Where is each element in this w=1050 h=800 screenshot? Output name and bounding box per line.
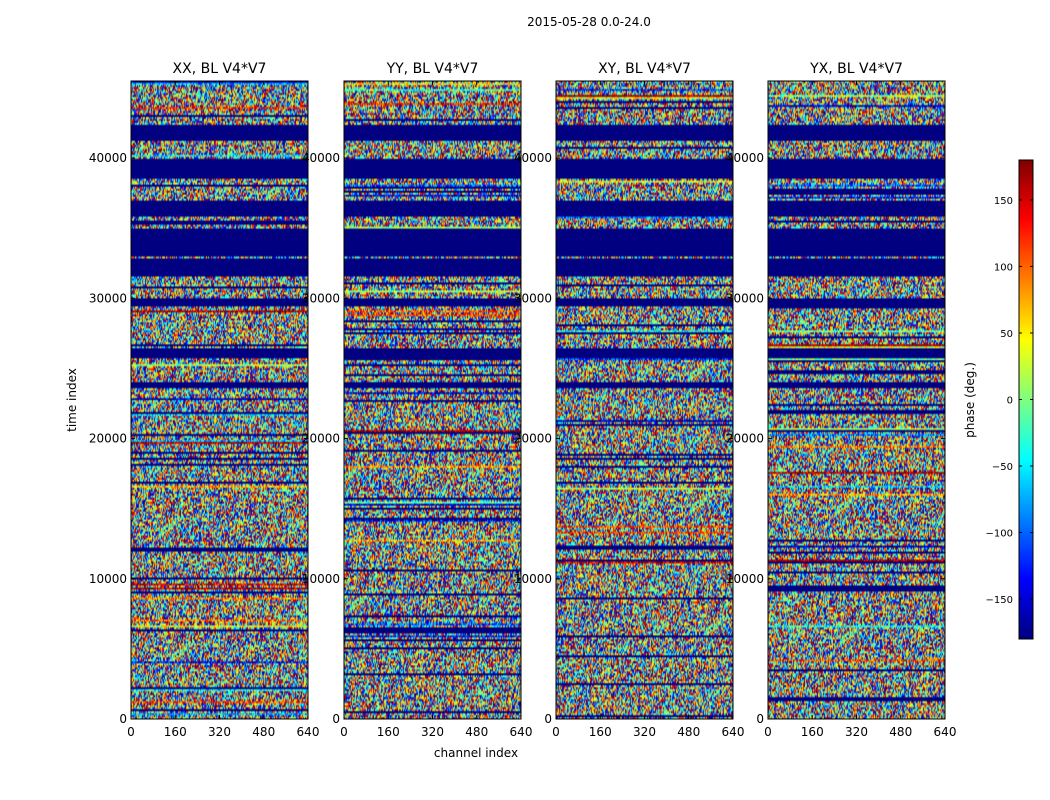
y-tick-label: 20000 — [302, 432, 340, 446]
x-tick-label: 640 — [722, 725, 745, 739]
panel-title: XX, BL V4*V7 — [173, 61, 267, 77]
colorbar-label: phase (deg.) — [963, 362, 977, 438]
colorbar-tick-label: 50 — [1000, 329, 1013, 340]
y-tick-label: 20000 — [726, 432, 764, 446]
x-tick-label: 160 — [377, 725, 400, 739]
panel-title: YY, BL V4*V7 — [386, 61, 479, 77]
y-tick-label: 20000 — [514, 432, 552, 446]
x-tick-label: 0 — [764, 725, 772, 739]
panels-group: XX, BL V4*V7 0 160 320 480 640 0 10000 20000 3000… — [89, 61, 957, 739]
colorbar-tick-label: 150 — [994, 196, 1013, 207]
y-tick-label: 40000 — [89, 151, 127, 165]
y-tick-label: 10000 — [89, 572, 127, 586]
y-tick-label: 40000 — [514, 151, 552, 165]
x-tick-label: 480 — [252, 725, 275, 739]
y-tick-label: 10000 — [514, 572, 552, 586]
colorbar-tick-label: 0 — [1007, 396, 1013, 407]
y-tick-label: 0 — [756, 712, 764, 726]
y-tick-label: 30000 — [514, 291, 552, 305]
x-tick-label: 320 — [633, 725, 656, 739]
y-tick-label: 0 — [332, 712, 340, 726]
panel-3: XY, BL V4*V7 0 160 320 480 640 0 10000 20000 3000… — [514, 61, 745, 739]
x-tick-label: 160 — [801, 725, 824, 739]
x-tick-label: 160 — [589, 725, 612, 739]
colorbar-tick-label: −100 — [986, 529, 1013, 540]
x-tick-label: 640 — [510, 725, 533, 739]
x-tick-label: 640 — [297, 725, 320, 739]
x-tick-label: 160 — [164, 725, 187, 739]
x-tick-label: 640 — [934, 725, 957, 739]
colorbar-tick-label: 100 — [994, 262, 1013, 273]
y-tick-label: 0 — [544, 712, 552, 726]
colorbar-tick-label: −150 — [986, 595, 1013, 606]
panel-title: YX, BL V4*V7 — [809, 61, 903, 77]
x-tick-label: 320 — [421, 725, 444, 739]
panel-title: XY, BL V4*V7 — [598, 61, 691, 77]
x-tick-label: 480 — [889, 725, 912, 739]
panel-2: YY, BL V4*V7 0 160 320 480 640 0 10000 20000 3000… — [302, 61, 533, 739]
heatmap-image — [768, 81, 945, 719]
y-tick-label: 20000 — [89, 432, 127, 446]
x-tick-label: 0 — [552, 725, 560, 739]
y-tick-label: 10000 — [302, 572, 340, 586]
panel-1: XX, BL V4*V7 0 160 320 480 640 0 10000 20000 3000… — [89, 61, 320, 739]
heatmap-image — [131, 81, 308, 719]
x-tick-label: 480 — [465, 725, 488, 739]
panel-4: YX, BL V4*V7 0 160 320 480 640 0 10000 20000 3000… — [726, 61, 957, 739]
y-tick-label: 10000 — [726, 572, 764, 586]
colorbar-tick-label: −50 — [992, 462, 1013, 473]
chart-suptitle: 2015-05-28 0.0-24.0 — [527, 15, 651, 29]
x-tick-label: 0 — [340, 725, 348, 739]
colorbar: 150 100 50 0 −50 −100 −150 — [986, 159, 1034, 640]
x-tick-label: 480 — [677, 725, 700, 739]
x-tick-label: 320 — [208, 725, 231, 739]
y-tick-label: 30000 — [726, 291, 764, 305]
heatmap-image — [344, 81, 521, 719]
y-tick-label: 40000 — [302, 151, 340, 165]
y-tick-label: 0 — [119, 712, 127, 726]
y-tick-label: 30000 — [302, 291, 340, 305]
x-axis-label: channel index — [434, 746, 518, 760]
y-axis-label: time index — [65, 368, 79, 432]
y-tick-label: 30000 — [89, 291, 127, 305]
heatmap-image — [556, 81, 733, 719]
y-tick-label: 40000 — [726, 151, 764, 165]
x-tick-label: 320 — [845, 725, 868, 739]
x-tick-label: 0 — [127, 725, 135, 739]
